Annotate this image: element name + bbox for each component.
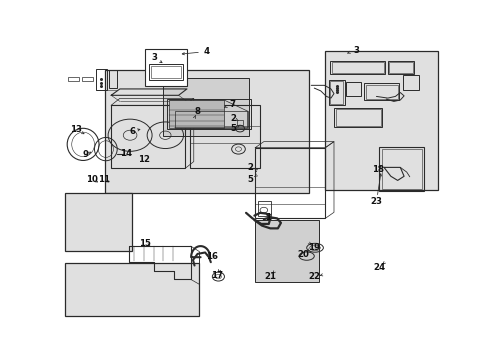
Bar <box>68 77 79 81</box>
Bar <box>255 148 325 219</box>
Text: 14: 14 <box>120 149 132 158</box>
Text: 24: 24 <box>373 263 385 272</box>
Text: 2: 2 <box>230 113 236 122</box>
Bar <box>169 100 224 128</box>
Text: 17: 17 <box>211 271 223 280</box>
Text: 3: 3 <box>151 53 157 62</box>
Text: 13: 13 <box>70 125 82 134</box>
Bar <box>111 105 184 168</box>
Bar <box>163 78 248 135</box>
Text: 18: 18 <box>371 165 383 174</box>
Bar <box>364 84 398 100</box>
Bar <box>255 220 318 282</box>
Text: 11: 11 <box>98 175 109 184</box>
Text: 22: 22 <box>307 272 320 281</box>
Bar <box>328 80 344 105</box>
Bar <box>329 81 343 104</box>
Bar <box>82 77 93 81</box>
Bar <box>175 111 247 128</box>
Bar <box>388 62 412 73</box>
Bar <box>65 193 132 251</box>
Bar <box>381 149 421 189</box>
Bar <box>379 147 423 191</box>
Bar <box>333 108 382 127</box>
Text: 20: 20 <box>296 250 308 259</box>
Text: 6: 6 <box>129 127 135 136</box>
Text: 3: 3 <box>352 46 358 55</box>
Bar <box>365 85 397 99</box>
Bar <box>109 70 117 87</box>
Bar <box>145 49 186 86</box>
Text: 2: 2 <box>247 163 253 172</box>
Text: 7: 7 <box>229 100 235 109</box>
Text: 16: 16 <box>205 252 218 261</box>
Bar <box>402 75 418 90</box>
Text: 9: 9 <box>82 150 89 159</box>
Text: 10: 10 <box>86 175 98 184</box>
Bar <box>104 70 309 193</box>
Text: 23: 23 <box>370 197 382 206</box>
Text: 12: 12 <box>138 154 150 163</box>
Text: 4: 4 <box>203 47 210 56</box>
Bar <box>167 99 250 129</box>
Bar <box>151 66 181 78</box>
Bar <box>387 61 413 74</box>
Bar <box>324 51 437 190</box>
Bar <box>346 82 360 96</box>
Bar <box>331 62 383 73</box>
Text: 5: 5 <box>230 124 236 133</box>
Text: 8: 8 <box>194 107 200 116</box>
Bar <box>329 61 385 74</box>
Bar <box>237 120 242 125</box>
Bar <box>189 105 260 168</box>
Text: 1: 1 <box>264 213 270 222</box>
Text: 5: 5 <box>247 175 253 184</box>
Bar <box>96 69 106 90</box>
Bar <box>65 263 199 316</box>
Bar <box>258 201 271 216</box>
Bar <box>149 64 183 80</box>
Text: 21: 21 <box>264 272 276 281</box>
Text: 19: 19 <box>307 243 320 252</box>
Bar <box>335 109 380 126</box>
Text: 15: 15 <box>139 239 151 248</box>
